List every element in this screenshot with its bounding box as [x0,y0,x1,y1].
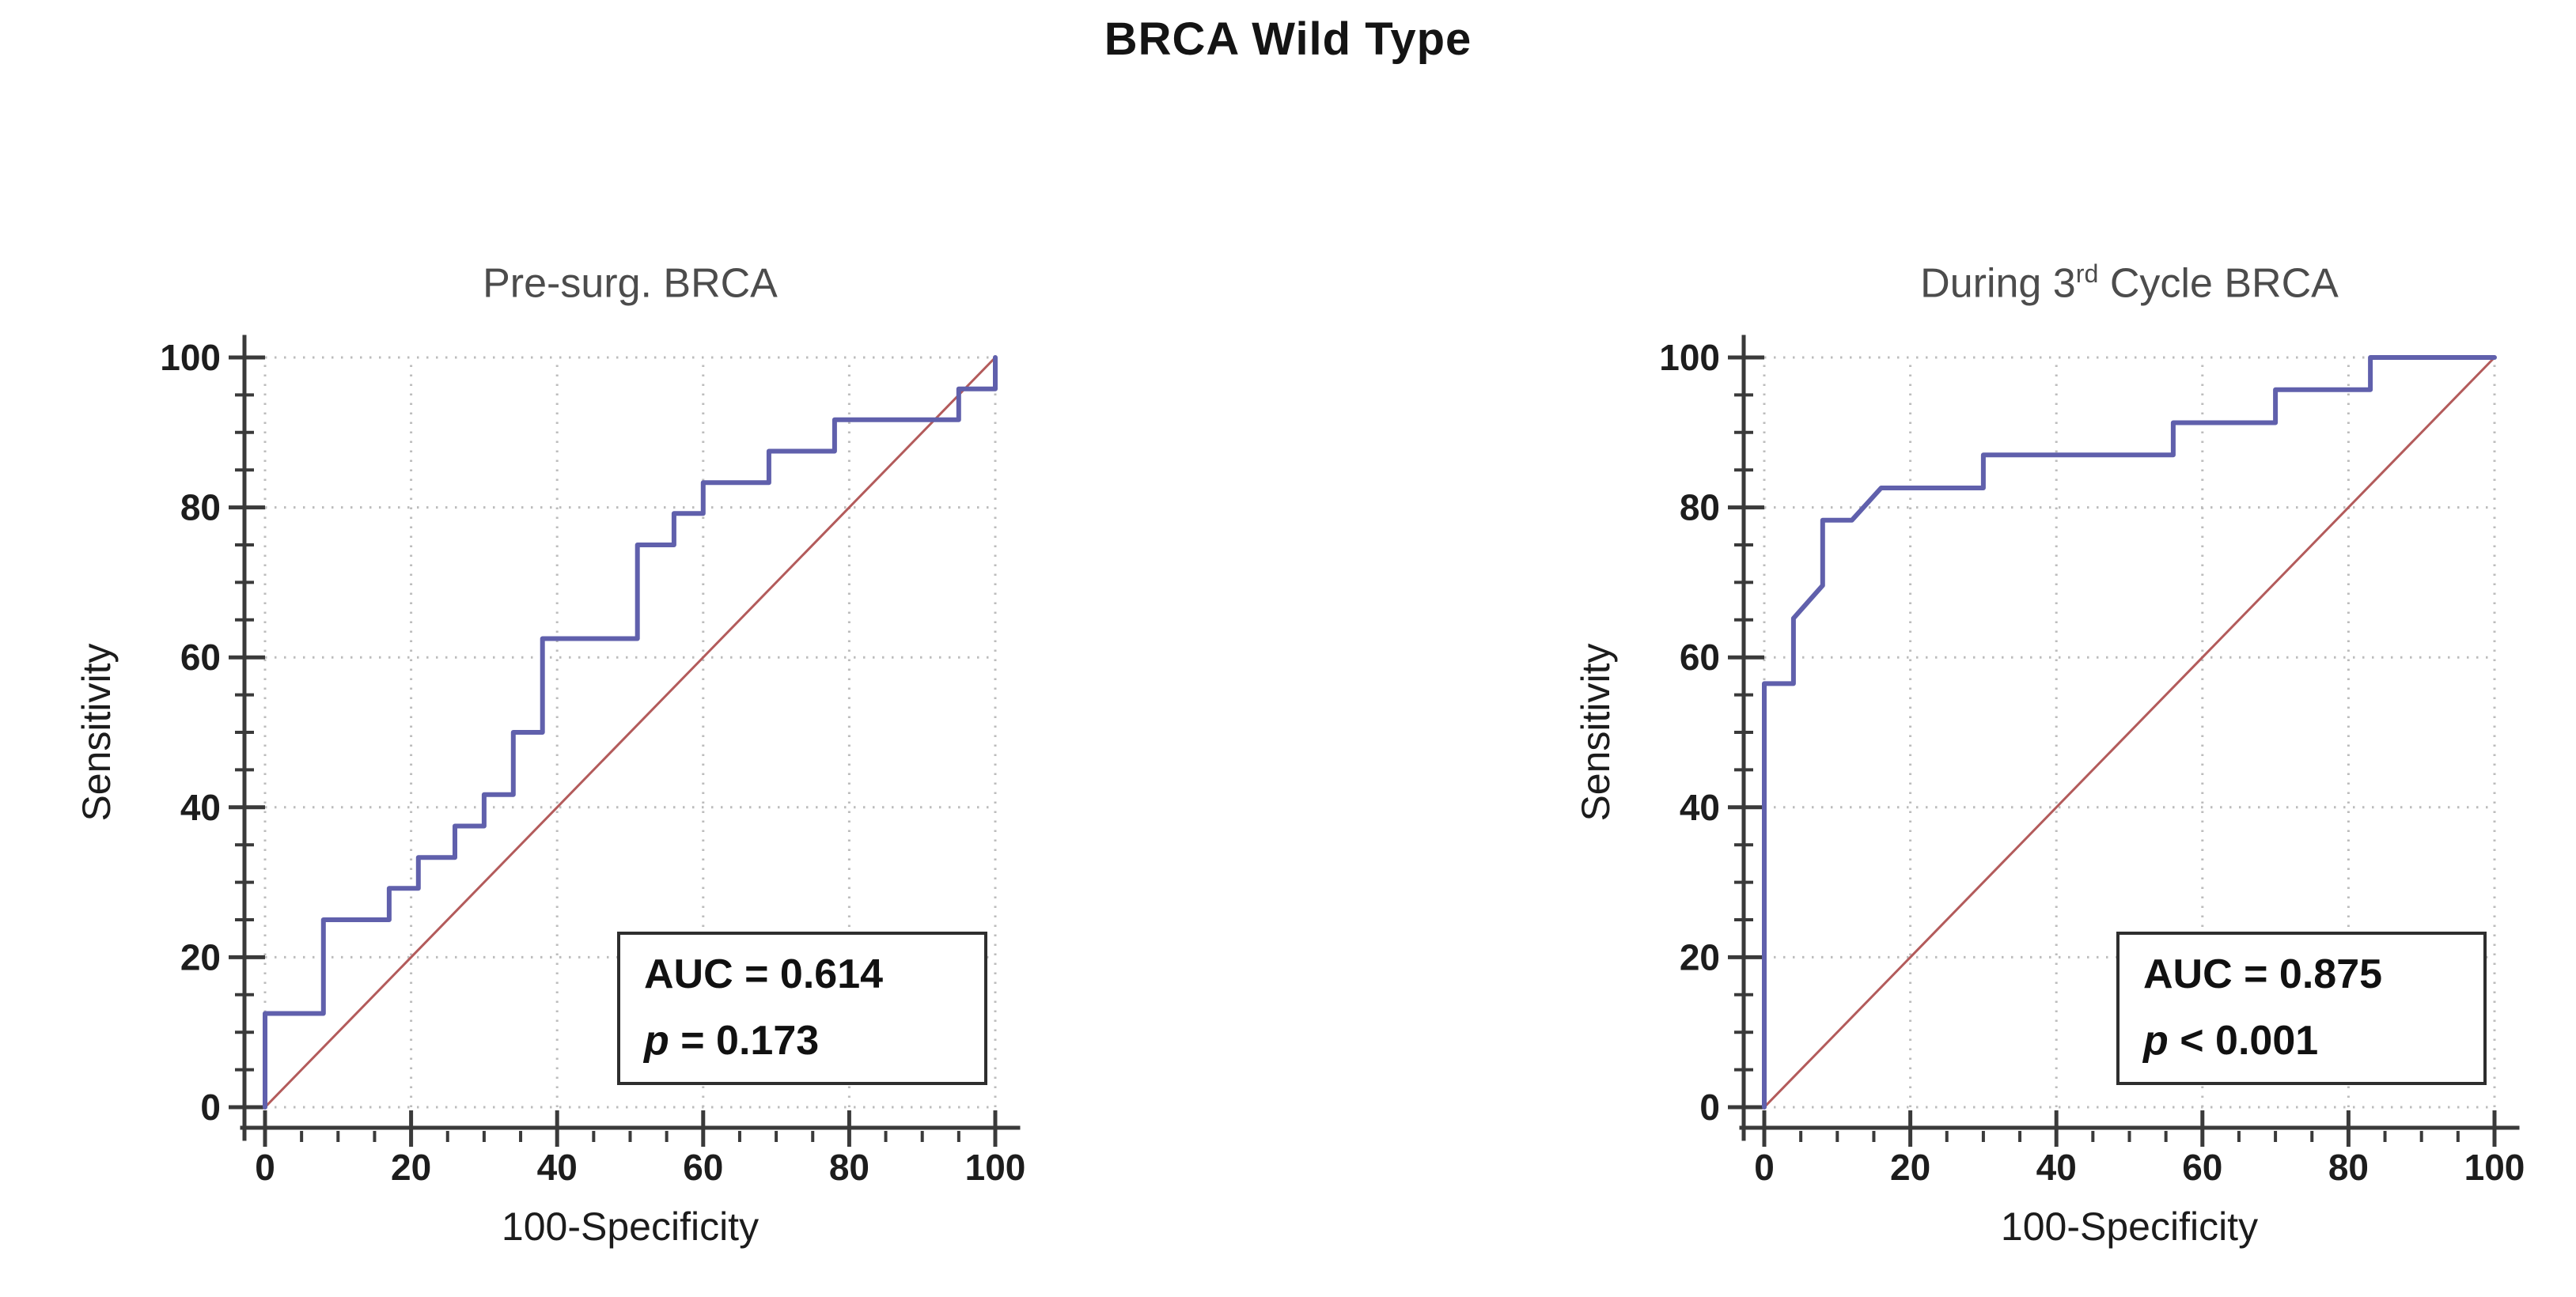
x-tick-label: 40 [2036,1147,2077,1188]
auc-stats-box: AUC = 0.875 p < 0.001 [2116,932,2487,1085]
p-value: = 0.173 [669,1018,820,1064]
panel-subtitle: Pre-surg. BRCA [265,259,995,307]
auc-stats-box: AUC = 0.614 p = 0.173 [617,932,987,1085]
roc-curve [1762,355,2497,1110]
y-tick-label: 80 [1680,487,1720,528]
auc-value: AUC = 0.875 [2143,951,2383,997]
x-tick-label: 100 [2464,1147,2525,1188]
subtitle-text: Pre-surg. BRCA [483,260,778,307]
p-value-line: p < 0.001 [2143,1008,2483,1074]
roc-curve [263,355,998,1110]
x-tick-label: 40 [537,1147,578,1188]
roc-panel-during-3rd-cycle: During 3rd Cycle BRCA Sensitivity 0 0 20 20… [1547,237,2576,1297]
y-tick-label: 20 [180,936,221,977]
x-tick-label: 0 [255,1147,275,1188]
subtitle-superscript: rd [2075,259,2099,288]
roc-panel-pre-surg: Pre-surg. BRCA Sensitivity 0 0 20 20 40 40 60 6… [47,237,1195,1297]
y-tick-label: 60 [180,637,221,678]
y-tick-label: 40 [180,787,221,828]
p-symbol: p [2143,1018,2169,1064]
p-symbol: p [644,1018,669,1064]
diagonal-reference-line [263,356,997,1109]
y-tick-label: 0 [200,1087,221,1128]
x-tick-label: 60 [683,1147,723,1188]
figure-title: BRCA Wild Type [1104,13,1472,65]
subtitle-text: During 3 [1920,260,2076,307]
x-tick-label: 80 [2328,1147,2369,1188]
x-axis-label: 100-Specificity [2000,1204,2259,1249]
y-tick-label: 60 [1680,637,1720,678]
y-tick-label: 80 [180,487,221,528]
roc-chart: 00 20 20 40 40 60 60 80 80 100 100 [160,335,1026,1188]
y-tick-label: 100 [160,337,221,378]
p-value: < 0.001 [2168,1018,2319,1064]
y-tick-label: 0 [1699,1087,1720,1128]
panel-subtitle: During 3rd Cycle BRCA [1764,259,2495,307]
p-value-line: p = 0.173 [644,1008,984,1074]
diagonal-reference-line [1763,356,2496,1109]
roc-chart: 00 20 20 40 40 60 60 80 80 100 100 [1659,335,2525,1188]
x-tick-label: 60 [2182,1147,2222,1188]
y-tick-label: 40 [1680,787,1720,828]
y-tick-label: 100 [1659,337,1720,378]
x-tick-label: 0 [1754,1147,1775,1188]
x-tick-label: 100 [965,1147,1026,1188]
subtitle-suffix: Cycle BRCA [2098,260,2339,307]
x-tick-label: 20 [1890,1147,1930,1188]
x-tick-label: 80 [829,1147,869,1188]
y-tick-label: 20 [1680,936,1720,977]
x-tick-label: 20 [391,1147,431,1188]
auc-value: AUC = 0.614 [644,951,884,997]
x-axis-label: 100-Specificity [501,1204,760,1249]
